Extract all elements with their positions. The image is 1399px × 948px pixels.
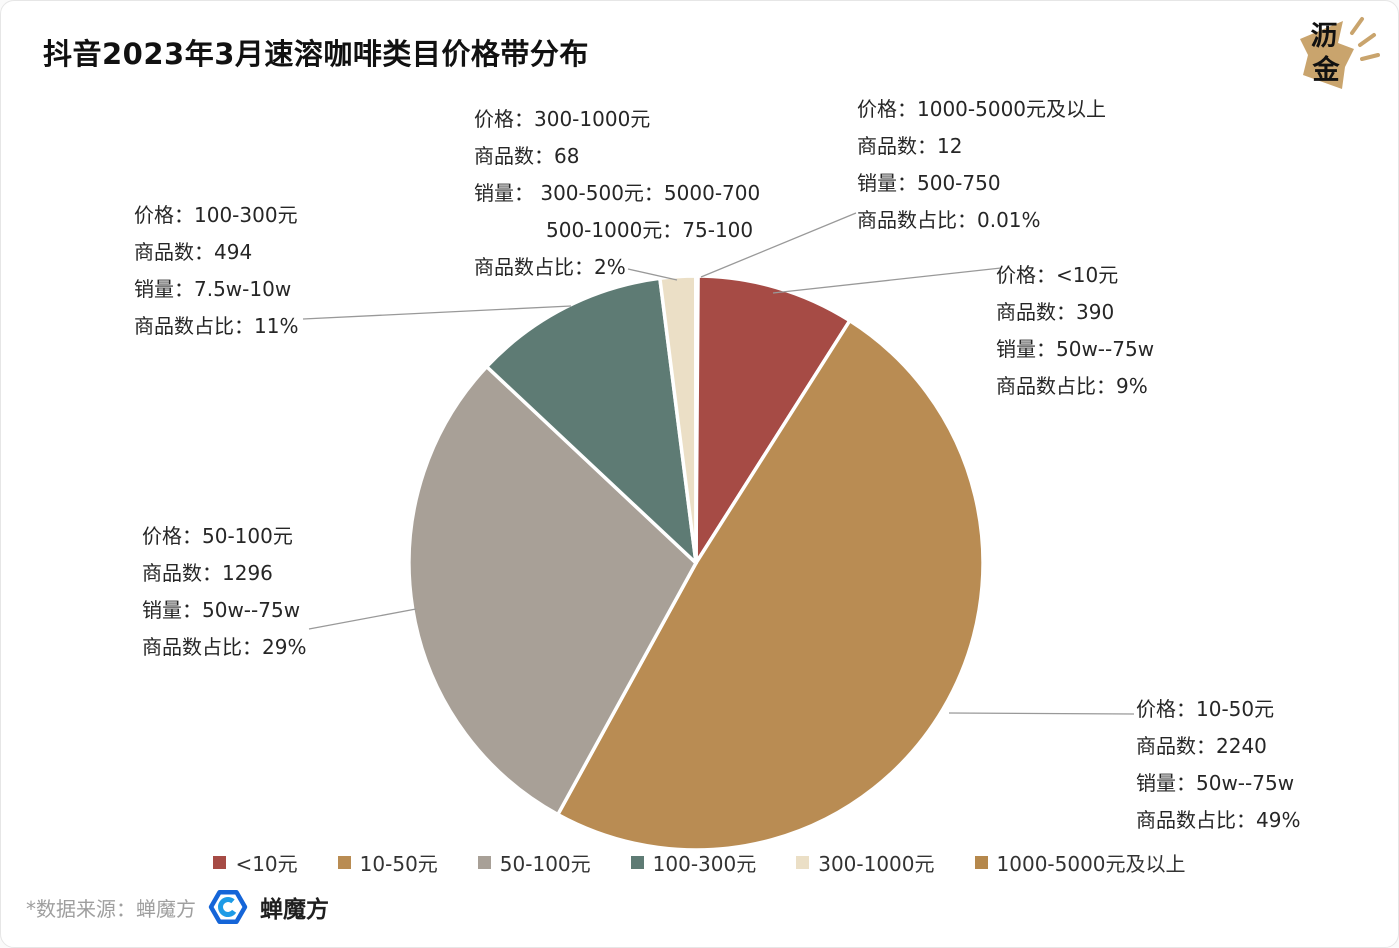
legend-label: 10-50元 [359, 852, 438, 876]
source-brand-name: 蝉魔方 [260, 897, 329, 923]
leader-line [302, 305, 572, 320]
leader-line [772, 267, 1002, 294]
annotation-line: 商品数占比：11% [134, 314, 299, 338]
annotation-line: 销量：50w--75w [142, 598, 301, 622]
legend-label: 50-100元 [499, 852, 591, 876]
pie-slice-1000-5000元及以上 [694, 274, 700, 565]
annotation-1000-5000: 价格：1000-5000元及以上 商品数：12 销量：500-750 商品数占比… [857, 91, 1106, 239]
annotation-line: 商品数占比：29% [142, 635, 307, 659]
pie-slice-10-50元 [556, 318, 985, 852]
legend-item: 10-50元 [337, 848, 438, 877]
annotation-line: 商品数占比：0.01% [857, 208, 1041, 232]
annotation-line: 价格：10-50元 [1136, 697, 1275, 721]
annotation-line: 价格：<10元 [996, 263, 1119, 287]
legend-item: 100-300元 [630, 848, 757, 877]
pie-slice-50-100元 [407, 364, 698, 817]
chanmofang-logo-icon [208, 890, 248, 924]
annotation-line: 销量：7.5w-10w [134, 277, 292, 301]
pie-slice-<10元 [694, 274, 852, 565]
legend-swatch [337, 856, 351, 869]
annotation-line: 销量：50w--75w [996, 337, 1155, 361]
legend-label: 300-1000元 [818, 852, 935, 876]
badge-char-top: 沥 [1311, 21, 1338, 52]
lijin-badge-logo: 沥 金 [1300, 17, 1380, 89]
annotation-line: 价格：50-100元 [142, 524, 293, 548]
annotation-line: 商品数占比：9% [996, 374, 1148, 398]
legend-label: 1000-5000元及以上 [996, 852, 1186, 876]
annotation-line: 商品数占比：2% [474, 255, 626, 279]
annotation-line: 销量： 300-500元：5000-700 [474, 181, 761, 205]
annotation-line: 价格：100-300元 [134, 203, 298, 227]
annotation-under-10: 价格：<10元 商品数：390 销量：50w--75w 商品数占比：9% [996, 257, 1154, 405]
footer: *数据来源：蝉魔方 蝉魔方 [26, 887, 329, 927]
annotation-line: 商品数：68 [474, 144, 580, 168]
annotation-line: 500-1000元：75-100 [546, 218, 754, 242]
annotation-line: 商品数占比：49% [1136, 808, 1301, 832]
legend-swatch [974, 856, 988, 869]
annotation-line: 价格：1000-5000元及以上 [857, 97, 1107, 121]
pie-slice-300-1000元 [658, 274, 698, 565]
badge-spark-lines [1350, 17, 1380, 61]
legend-item: 50-100元 [477, 848, 591, 877]
chart-title: 抖音2023年3月速溶咖啡类目价格带分布 [43, 37, 589, 71]
legend-item: 1000-5000元及以上 [974, 848, 1186, 877]
annotation-line: 商品数：12 [857, 134, 963, 158]
leader-line [308, 608, 417, 630]
annotation-line: 商品数：1296 [142, 561, 273, 585]
annotation-line: 价格：300-1000元 [474, 107, 651, 131]
pie-slice-100-300元 [484, 276, 698, 565]
annotation-line: 销量：50w--75w [1136, 771, 1295, 795]
legend: <10元 10-50元 50-100元 100-300元 300-1000元 1… [1, 848, 1398, 877]
annotation-50-100: 价格：50-100元 商品数：1296 销量：50w--75w 商品数占比：29… [142, 518, 306, 666]
annotation-line: 商品数：2240 [1136, 734, 1267, 758]
legend-item: 300-1000元 [796, 848, 935, 877]
annotation-10-50: 价格：10-50元 商品数：2240 销量：50w--75w 商品数占比：49% [1136, 691, 1300, 839]
legend-swatch [630, 856, 644, 869]
badge-char-bottom: 金 [1312, 54, 1341, 86]
legend-swatch [477, 856, 491, 869]
legend-swatch [796, 856, 810, 869]
annotation-line: 销量：500-750 [857, 171, 1001, 195]
legend-label: <10元 [235, 852, 298, 876]
data-source-note: *数据来源：蝉魔方 [26, 896, 196, 921]
leader-line [948, 712, 1135, 715]
legend-item: <10元 [213, 848, 298, 877]
legend-swatch [213, 856, 227, 869]
legend-label: 100-300元 [652, 852, 757, 876]
annotation-line: 商品数：390 [996, 300, 1115, 324]
annotation-100-300: 价格：100-300元 商品数：494 销量：7.5w-10w 商品数占比：11… [134, 197, 298, 345]
annotation-300-1000: 价格：300-1000元 商品数：68 销量： 300-500元：5000-70… [474, 101, 760, 286]
badge-flag-shape [1300, 21, 1354, 89]
annotation-line: 商品数：494 [134, 240, 253, 264]
